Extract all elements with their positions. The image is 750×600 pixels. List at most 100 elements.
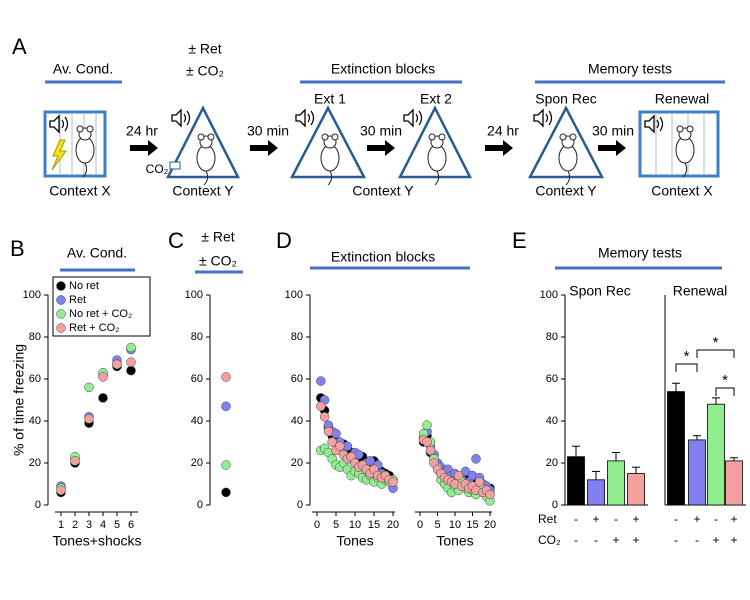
tone-icon — [533, 109, 553, 127]
y-tick-label: 80 — [29, 331, 41, 343]
data-point — [327, 437, 337, 447]
y-tick-label: 20 — [29, 457, 41, 469]
significance-bracket — [715, 387, 735, 396]
data-point — [316, 376, 326, 386]
condition-sign: + — [730, 512, 737, 526]
condition-sign: - — [674, 533, 678, 547]
y-tick-label: 40 — [546, 415, 558, 427]
y-tick-label: 20 — [291, 457, 303, 469]
data-point — [56, 485, 66, 496]
x-tick-label: 15 — [368, 519, 380, 531]
x-tick-label: 1 — [58, 519, 64, 531]
x-tick-label: 10 — [349, 519, 361, 531]
arrow — [598, 140, 626, 156]
y-tick-label: 0 — [197, 499, 203, 511]
y-tick-label: 40 — [291, 415, 303, 427]
data-point — [316, 401, 326, 412]
condition-sign: + — [712, 533, 719, 547]
co2-tank — [169, 161, 181, 170]
interval-label: 30 min — [247, 123, 289, 139]
phase-label: Ext 1 — [314, 91, 346, 107]
legend-box — [52, 276, 151, 337]
chart-subtitle: Renewal — [673, 283, 727, 299]
data-point — [70, 456, 80, 466]
y-tick-label: 80 — [291, 331, 303, 343]
bar — [607, 460, 625, 506]
arrow — [485, 140, 513, 156]
panel-label: E — [512, 228, 527, 253]
chart-title: Memory tests — [598, 245, 682, 261]
x-tick-label: 15 — [466, 519, 478, 531]
arrow — [367, 140, 395, 156]
group-label: ± CO₂ — [186, 63, 224, 79]
bar — [587, 479, 605, 506]
legend-marker — [56, 309, 66, 319]
y-tick-label: 80 — [191, 331, 203, 343]
legend-label: Ret — [69, 294, 86, 306]
significance-bracket — [675, 363, 698, 372]
panel-label: D — [276, 228, 292, 253]
context-label: Context Y — [172, 183, 234, 199]
panel-label: A — [12, 34, 27, 59]
context-label: Context X — [49, 183, 111, 199]
y-tick-label: 60 — [29, 373, 41, 385]
context-triangle — [165, 105, 241, 179]
y-tick-label: 40 — [191, 415, 203, 427]
data-point — [84, 382, 94, 393]
x-tick-label: 5 — [434, 519, 440, 531]
y-axis-label: % of time freezing — [11, 344, 27, 456]
context-label: Context Y — [535, 183, 597, 199]
group-label: Memory tests — [588, 61, 672, 77]
legend-label: No ret + CO₂ — [69, 308, 132, 320]
data-point — [98, 372, 108, 382]
condition-sign: - — [574, 512, 578, 526]
x-axis-label: Tones — [436, 533, 473, 549]
phase-label: Ext 2 — [420, 91, 452, 107]
context-label: Context Y — [352, 183, 414, 199]
data-point — [221, 460, 231, 470]
condition-sign: - — [714, 512, 718, 526]
x-tick-label: 0 — [417, 519, 423, 531]
x-tick-label: 10 — [449, 519, 461, 531]
data-point — [221, 487, 231, 498]
bar — [667, 391, 685, 506]
interval-label: 30 min — [592, 123, 634, 139]
arrow — [250, 140, 278, 156]
y-tick-label: 60 — [291, 373, 303, 385]
chart-subtitle: ± CO₂ — [199, 253, 237, 269]
context-triangle — [397, 105, 473, 179]
y-tick-label: 20 — [191, 457, 203, 469]
tone-icon — [295, 109, 315, 127]
chart-title: ± Ret — [201, 229, 234, 245]
group-label: Extinction blocks — [331, 61, 435, 77]
data-point — [221, 372, 231, 382]
condition-sign: + — [730, 533, 737, 547]
condition-sign: - — [674, 512, 678, 526]
condition-sign: + — [612, 533, 619, 547]
interval-label: 30 min — [360, 123, 402, 139]
legend-label: Ret + CO₂ — [69, 322, 119, 334]
co2-label: CO₂ — [146, 162, 169, 176]
x-tick-label: 5 — [114, 519, 120, 531]
data-point — [98, 393, 108, 403]
y-tick-label: 0 — [552, 499, 558, 511]
data-point — [365, 456, 375, 466]
schematic: A Av. Cond. ± Ret ± CO₂ Extinction block… — [12, 34, 725, 199]
x-tick-label: 4 — [100, 519, 106, 531]
condition-label: Ret — [538, 512, 557, 526]
interval-label: 24 hr — [126, 123, 158, 139]
phase-label: Renewal — [655, 91, 709, 107]
condition-sign: + — [632, 512, 639, 526]
chart-title: Extinction blocks — [331, 249, 435, 265]
context-label: Context X — [651, 183, 713, 199]
box-grid — [655, 114, 705, 174]
chart-subtitle: Spon Rec — [569, 283, 630, 299]
condition-sign: + — [592, 512, 599, 526]
data-point — [84, 414, 94, 424]
data-point — [319, 412, 330, 422]
condition-sign: - — [695, 533, 699, 547]
condition-label: CO₂ — [538, 533, 561, 547]
data-point — [323, 426, 334, 437]
bar — [725, 460, 743, 506]
